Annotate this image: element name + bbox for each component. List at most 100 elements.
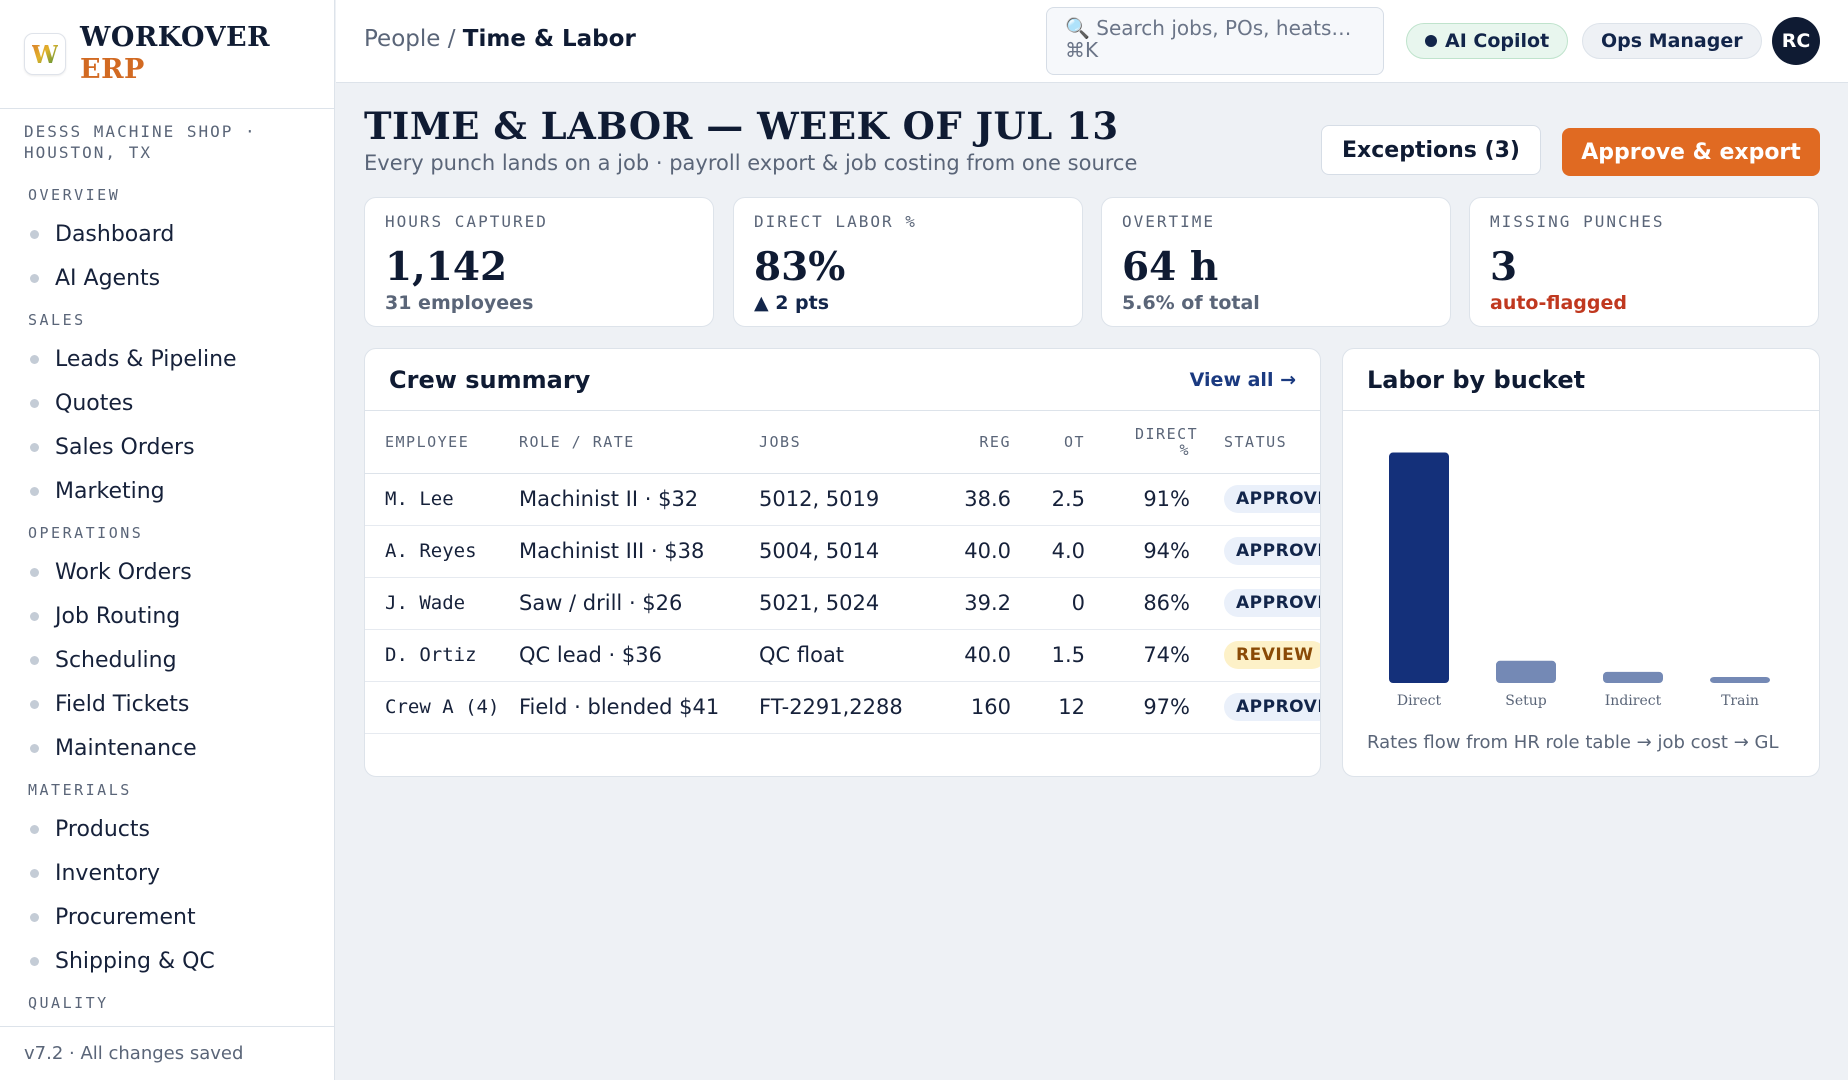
col-ot[interactable]: OT (1011, 411, 1085, 474)
role-rate-cell: QC lead · $36 (519, 629, 759, 682)
table-row[interactable]: M. Lee Machinist II · $32 5012, 5019 38.6 2.… (365, 473, 1320, 526)
ot-hours-cell: 12 (1011, 681, 1085, 734)
col-employee[interactable]: EMPLOYEE (365, 411, 519, 474)
jobs-cell: QC float (759, 629, 939, 682)
ot-hours-cell: 0 (1011, 577, 1085, 630)
breadcrumb: People / Time & Labor (364, 26, 636, 52)
bar-direct[interactable] (1389, 452, 1449, 683)
status-badge[interactable]: APPROVED (1224, 693, 1320, 721)
kpi-value: 3 (1490, 244, 1518, 290)
sidebar-item-inventory[interactable]: Inventory (0, 851, 334, 895)
breadcrumb-current: Time & Labor (462, 26, 636, 52)
bullet-icon (30, 956, 39, 966)
sidebar-item-label: Leads & Pipeline (55, 346, 237, 372)
search-input[interactable]: 🔍 Search jobs, POs, heats… ⌘K (1046, 7, 1384, 75)
crew-table: EMPLOYEE ROLE / RATE JOBS REG OT DIRECT … (365, 411, 1320, 773)
direct-pct-cell: 91% (1085, 473, 1190, 526)
sidebar-item-label: Job Routing (55, 603, 181, 629)
status-cell: REVIEW (1190, 629, 1320, 682)
col-reg[interactable]: REG (939, 411, 1011, 474)
labor-by-bucket-title: Labor by bucket (1367, 365, 1586, 394)
sidebar-item-work-orders[interactable]: Work Orders (0, 550, 334, 594)
sidebar-item-scheduling[interactable]: Scheduling (0, 638, 334, 682)
status-badge[interactable]: APPROVED (1224, 485, 1320, 513)
breadcrumb-parent[interactable]: People / (364, 26, 456, 52)
jobs-cell: 5012, 5019 (759, 473, 939, 526)
sidebar-item-job-routing[interactable]: Job Routing (0, 594, 334, 638)
bullet-icon (30, 824, 39, 834)
reg-hours-cell: 40.0 (939, 629, 1011, 682)
labor-bar-chart: Direct Setup Indirect Train (1389, 452, 1770, 709)
col-jobs[interactable]: JOBS (759, 411, 939, 474)
table-row[interactable]: A. Reyes Machinist III · $38 5004, 5014 40.… (365, 525, 1320, 578)
bar-setup[interactable] (1496, 660, 1556, 683)
employee-cell: Crew A (4) (365, 681, 519, 734)
brand[interactable]: W WORKOVER ERP (0, 0, 334, 109)
reg-hours-cell: 40.0 (939, 525, 1011, 578)
status-badge[interactable]: APPROVED (1224, 537, 1320, 565)
sidebar-item-shipping-qc[interactable]: Shipping & QC (0, 939, 334, 983)
status-cell: APPROVED (1190, 681, 1320, 734)
col-role-rate[interactable]: ROLE / RATE (519, 411, 759, 474)
sidebar-item-leads-pipeline[interactable]: Leads & Pipeline (0, 337, 334, 381)
sidebar-item-field-tickets[interactable]: Field Tickets (0, 682, 334, 726)
sidebar-item-marketing[interactable]: Marketing (0, 469, 334, 513)
employee-cell: M. Lee (365, 473, 519, 526)
crew-summary-header: Crew summary View all → (365, 349, 1320, 411)
sidebar-item-procurement[interactable]: Procurement (0, 895, 334, 939)
sidebar-section-materials: MATERIALS (28, 781, 132, 799)
bar-train[interactable] (1710, 677, 1770, 683)
direct-pct-cell: 97% (1085, 681, 1190, 734)
ai-copilot-button[interactable]: AI Copilot (1406, 23, 1569, 59)
sidebar-item-quotes[interactable]: Quotes (0, 381, 334, 425)
sidebar-item-label: Procurement (55, 904, 196, 930)
shop-name: DESSS MACHINE SHOP · HOUSTON, TX (24, 122, 257, 162)
table-row[interactable]: J. Wade Saw / drill · $26 5021, 5024 39.2 0 8… (365, 577, 1320, 630)
sidebar-section-operations: OPERATIONS (28, 524, 144, 542)
kpi-direct-labor: DIRECT LABOR % 83% ▲ 2 pts (733, 197, 1083, 327)
sidebar-item-label: Scheduling (55, 647, 177, 673)
status-badge[interactable]: REVIEW (1224, 641, 1320, 669)
bullet-icon (30, 912, 39, 922)
kpi-value: 64 h (1122, 244, 1219, 290)
kpi-label: HOURS CAPTURED (385, 212, 548, 231)
col-direct[interactable]: DIRECT % (1085, 411, 1197, 474)
ot-hours-cell: 2.5 (1011, 473, 1085, 526)
status-badge[interactable]: APPROVED (1224, 589, 1320, 617)
bullet-icon (30, 611, 39, 621)
sidebar-item-label: AI Agents (55, 265, 161, 291)
sidebar-item-label: Sales Orders (55, 434, 195, 460)
status-cell: APPROVED (1190, 525, 1320, 578)
view-all-link[interactable]: View all → (1189, 368, 1296, 391)
bullet-icon (30, 699, 39, 709)
col-status[interactable]: STATUS (1190, 411, 1320, 474)
sidebar-item-maintenance[interactable]: Maintenance (0, 726, 334, 770)
table-row[interactable]: D. Ortiz QC lead · $36 QC float 40.0 1.5 74% R… (365, 629, 1320, 682)
sidebar-item-products[interactable]: Products (0, 807, 334, 851)
sidebar-item-label: Inventory (55, 860, 161, 886)
x-tick-label: Direct (1397, 693, 1442, 709)
bar-indirect[interactable] (1603, 671, 1663, 683)
role-rate-cell: Field · blended $41 (519, 681, 759, 734)
sidebar: W WORKOVER ERP DESSS MACHINE SHOP · HOUS… (0, 0, 335, 1080)
approve-export-button[interactable]: Approve & export (1562, 128, 1820, 176)
jobs-cell: 5021, 5024 (759, 577, 939, 630)
bullet-icon (30, 486, 39, 496)
sidebar-item-sales-orders[interactable]: Sales Orders (0, 425, 334, 469)
brand-name-line2: ERP (80, 54, 145, 85)
sidebar-item-dashboard[interactable]: Dashboard (0, 212, 334, 256)
table-row[interactable]: Crew A (4) Field · blended $41 FT-2291,228… (365, 681, 1320, 734)
x-tick-label: Setup (1505, 693, 1547, 709)
kpi-overtime: OVERTIME 64 h 5.6% of total (1101, 197, 1451, 327)
sidebar-item-label: Dashboard (55, 221, 175, 247)
avatar[interactable]: RC (1772, 17, 1820, 65)
role-switcher[interactable]: Ops Manager (1582, 23, 1762, 59)
sidebar-item-label: Marketing (55, 478, 165, 504)
exceptions-button[interactable]: Exceptions (3) (1321, 125, 1541, 175)
brand-name: WORKOVER ERP (80, 22, 270, 86)
bullet-icon (30, 398, 39, 408)
sidebar-item-label: Products (55, 816, 150, 842)
employee-cell: J. Wade (365, 577, 519, 630)
sidebar-section-overview: OVERVIEW (28, 186, 121, 204)
sidebar-item-ai-agents[interactable]: AI Agents (0, 256, 334, 300)
